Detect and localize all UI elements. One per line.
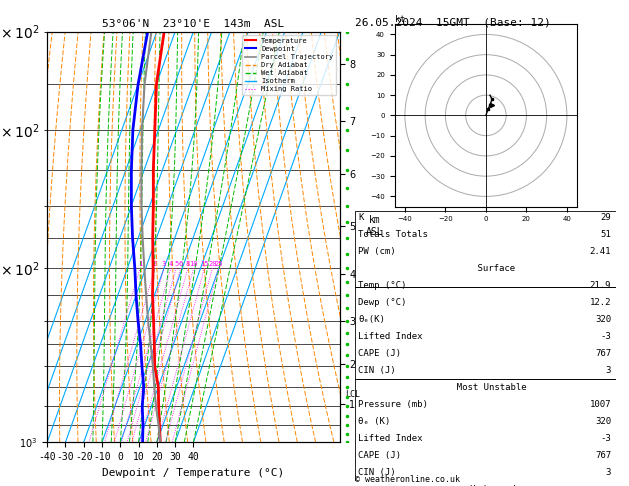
Text: Surface: Surface (457, 264, 515, 273)
Text: © weatheronline.co.uk: © weatheronline.co.uk (355, 475, 460, 484)
Text: 10: 10 (189, 261, 198, 267)
Text: 21.9: 21.9 (590, 281, 611, 290)
Text: Temp (°C): Temp (°C) (358, 281, 406, 290)
Text: 25: 25 (214, 261, 223, 267)
Y-axis label: km
ASL: km ASL (366, 215, 384, 237)
Text: Dewp (°C): Dewp (°C) (358, 298, 406, 307)
Text: 12.2: 12.2 (590, 298, 611, 307)
Text: Lifted Index: Lifted Index (358, 434, 423, 443)
X-axis label: Dewpoint / Temperature (°C): Dewpoint / Temperature (°C) (103, 468, 284, 478)
Text: CAPE (J): CAPE (J) (358, 348, 401, 358)
Text: Pressure (mb): Pressure (mb) (358, 399, 428, 409)
Text: 767: 767 (595, 348, 611, 358)
Text: 2.41: 2.41 (590, 247, 611, 256)
Text: PW (cm): PW (cm) (358, 247, 396, 256)
Text: 1: 1 (138, 261, 142, 267)
Text: 26.05.2024  15GMT  (Base: 12): 26.05.2024 15GMT (Base: 12) (355, 17, 551, 27)
Text: kt: kt (395, 15, 405, 24)
Text: CIN (J): CIN (J) (358, 365, 396, 375)
Text: 20: 20 (208, 261, 216, 267)
Text: 5: 5 (174, 261, 179, 267)
Text: 15: 15 (200, 261, 209, 267)
Text: K: K (358, 213, 364, 222)
Text: 3: 3 (162, 261, 166, 267)
Text: θₑ(K): θₑ(K) (358, 315, 385, 324)
Text: Lifted Index: Lifted Index (358, 332, 423, 341)
Text: CAPE (J): CAPE (J) (358, 451, 401, 460)
Text: 767: 767 (595, 451, 611, 460)
Text: 3: 3 (606, 365, 611, 375)
Text: Totals Totals: Totals Totals (358, 230, 428, 239)
Text: Hodograph: Hodograph (454, 485, 518, 486)
Text: -3: -3 (601, 332, 611, 341)
Text: -3: -3 (601, 434, 611, 443)
Text: 320: 320 (595, 315, 611, 324)
Text: 6: 6 (179, 261, 183, 267)
Text: 2: 2 (153, 261, 157, 267)
Text: θₑ (K): θₑ (K) (358, 417, 390, 426)
Text: 29: 29 (601, 213, 611, 222)
Text: Most Unstable: Most Unstable (445, 382, 526, 392)
Text: 320: 320 (595, 417, 611, 426)
Text: LCL: LCL (345, 390, 360, 399)
Text: 51: 51 (601, 230, 611, 239)
Text: 4: 4 (169, 261, 173, 267)
Text: 8: 8 (186, 261, 190, 267)
Text: CIN (J): CIN (J) (358, 468, 396, 477)
Title: 53°06'N  23°10'E  143m  ASL: 53°06'N 23°10'E 143m ASL (103, 19, 284, 30)
Text: 1007: 1007 (590, 399, 611, 409)
Text: 3: 3 (606, 468, 611, 477)
Legend: Temperature, Dewpoint, Parcel Trajectory, Dry Adiabat, Wet Adiabat, Isotherm, Mi: Temperature, Dewpoint, Parcel Trajectory… (242, 35, 336, 95)
